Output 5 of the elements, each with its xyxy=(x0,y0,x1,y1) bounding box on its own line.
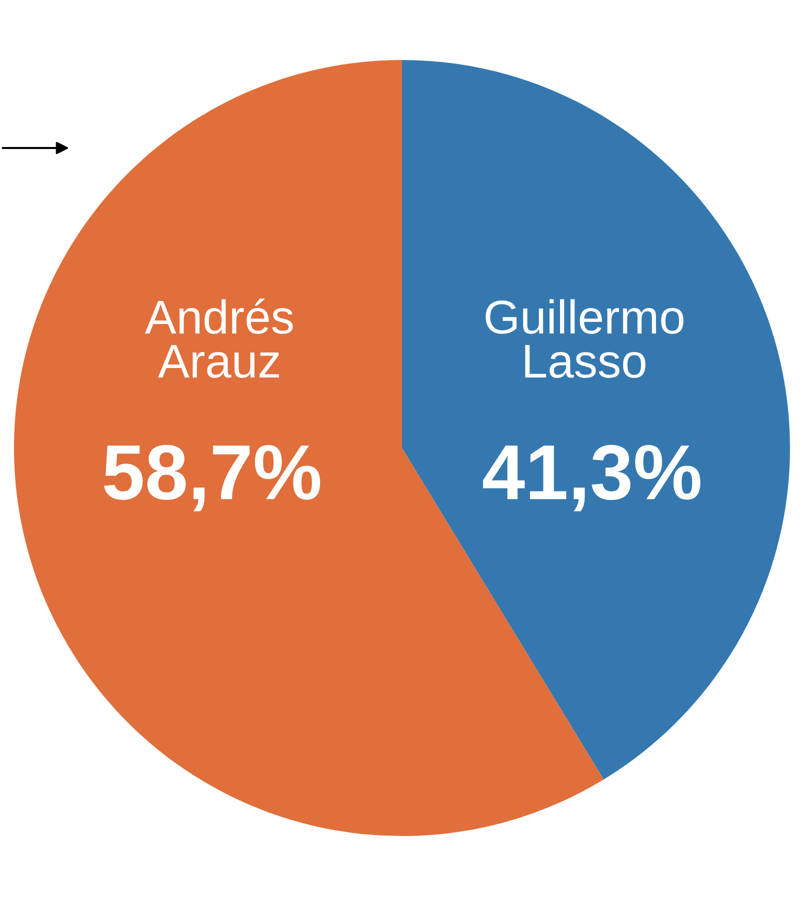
slice-label: Guillermo Lasso xyxy=(486,299,684,378)
pie-slice xyxy=(402,60,790,780)
data-label: 41,3% xyxy=(483,444,700,512)
slice-label: Andrés Arauz xyxy=(144,298,293,378)
data-label: 58,7% xyxy=(104,444,320,512)
